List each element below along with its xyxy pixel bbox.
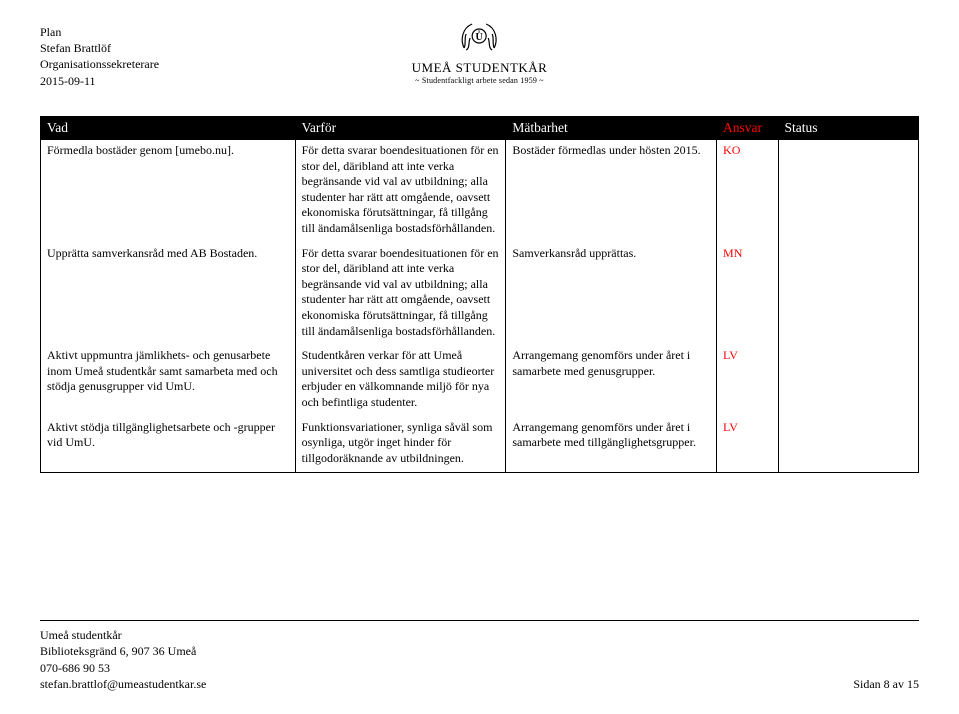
cell-varfor: Studentkåren verkar för att Umeå univers… bbox=[295, 345, 506, 416]
cell-vad: Aktivt stödja tillgänglighetsarbete och … bbox=[41, 417, 296, 473]
cell-varfor: För detta svarar boendesituationen för e… bbox=[295, 140, 506, 243]
table-row: Upprätta samverkansråd med AB Bostaden. … bbox=[41, 243, 919, 346]
doc-date: 2015-09-11 bbox=[40, 73, 159, 89]
col-ansvar: Ansvar bbox=[717, 117, 778, 140]
footer-org: Umeå studentkår bbox=[40, 627, 919, 643]
footer-address: Biblioteksgränd 6, 907 36 Umeå bbox=[40, 643, 919, 659]
footer-email: stefan.brattlof@umeastudentkar.se bbox=[40, 676, 919, 692]
cell-matbarhet: Arrangemang genomförs under året i samar… bbox=[506, 417, 717, 473]
org-logo-block: U s UMEÅ STUDENTKÅR ~ Studentfackligt ar… bbox=[412, 18, 548, 85]
author-role: Organisationssekreterare bbox=[40, 56, 159, 72]
table-row: Förmedla bostäder genom [umebo.nu]. För … bbox=[41, 140, 919, 243]
col-vad: Vad bbox=[41, 117, 296, 140]
col-matbarhet: Mätbarhet bbox=[506, 117, 717, 140]
footer-phone: 070-686 90 53 bbox=[40, 660, 919, 676]
cell-ansvar: LV bbox=[717, 417, 778, 473]
cell-matbarhet: Samverkansråd upprättas. bbox=[506, 243, 717, 346]
cell-vad: Upprätta samverkansråd med AB Bostaden. bbox=[41, 243, 296, 346]
table-header-row: Vad Varför Mätbarhet Ansvar Status bbox=[41, 117, 919, 140]
wreath-logo-icon: U s bbox=[456, 18, 502, 58]
col-varfor: Varför bbox=[295, 117, 506, 140]
cell-status bbox=[778, 417, 919, 473]
table-row: Aktivt uppmuntra jämlikhets- och genusar… bbox=[41, 345, 919, 416]
col-status: Status bbox=[778, 117, 919, 140]
cell-vad: Förmedla bostäder genom [umebo.nu]. bbox=[41, 140, 296, 243]
document-meta: Plan Stefan Brattlöf Organisationssekret… bbox=[40, 24, 159, 89]
table-row: Aktivt stödja tillgänglighetsarbete och … bbox=[41, 417, 919, 473]
plan-table: Vad Varför Mätbarhet Ansvar Status Förme… bbox=[40, 116, 919, 473]
cell-status bbox=[778, 345, 919, 416]
cell-status bbox=[778, 140, 919, 243]
org-tagline: ~ Studentfackligt arbete sedan 1959 ~ bbox=[415, 76, 544, 85]
cell-vad: Aktivt uppmuntra jämlikhets- och genusar… bbox=[41, 345, 296, 416]
cell-ansvar: KO bbox=[717, 140, 778, 243]
cell-status bbox=[778, 243, 919, 346]
org-name: UMEÅ STUDENTKÅR bbox=[412, 60, 548, 76]
cell-ansvar: MN bbox=[717, 243, 778, 346]
author-name: Stefan Brattlöf bbox=[40, 40, 159, 56]
doc-type: Plan bbox=[40, 24, 159, 40]
cell-varfor: För detta svarar boendesituationen för e… bbox=[295, 243, 506, 346]
footer-rule bbox=[40, 620, 919, 621]
cell-matbarhet: Bostäder förmedlas under hösten 2015. bbox=[506, 140, 717, 243]
cell-matbarhet: Arrangemang genomförs under året i samar… bbox=[506, 345, 717, 416]
cell-varfor: Funktionsvariationer, synliga såväl som … bbox=[295, 417, 506, 473]
cell-ansvar: LV bbox=[717, 345, 778, 416]
page-number: Sidan 8 av 15 bbox=[853, 676, 919, 692]
page-footer: Umeå studentkår Biblioteksgränd 6, 907 3… bbox=[40, 620, 919, 692]
